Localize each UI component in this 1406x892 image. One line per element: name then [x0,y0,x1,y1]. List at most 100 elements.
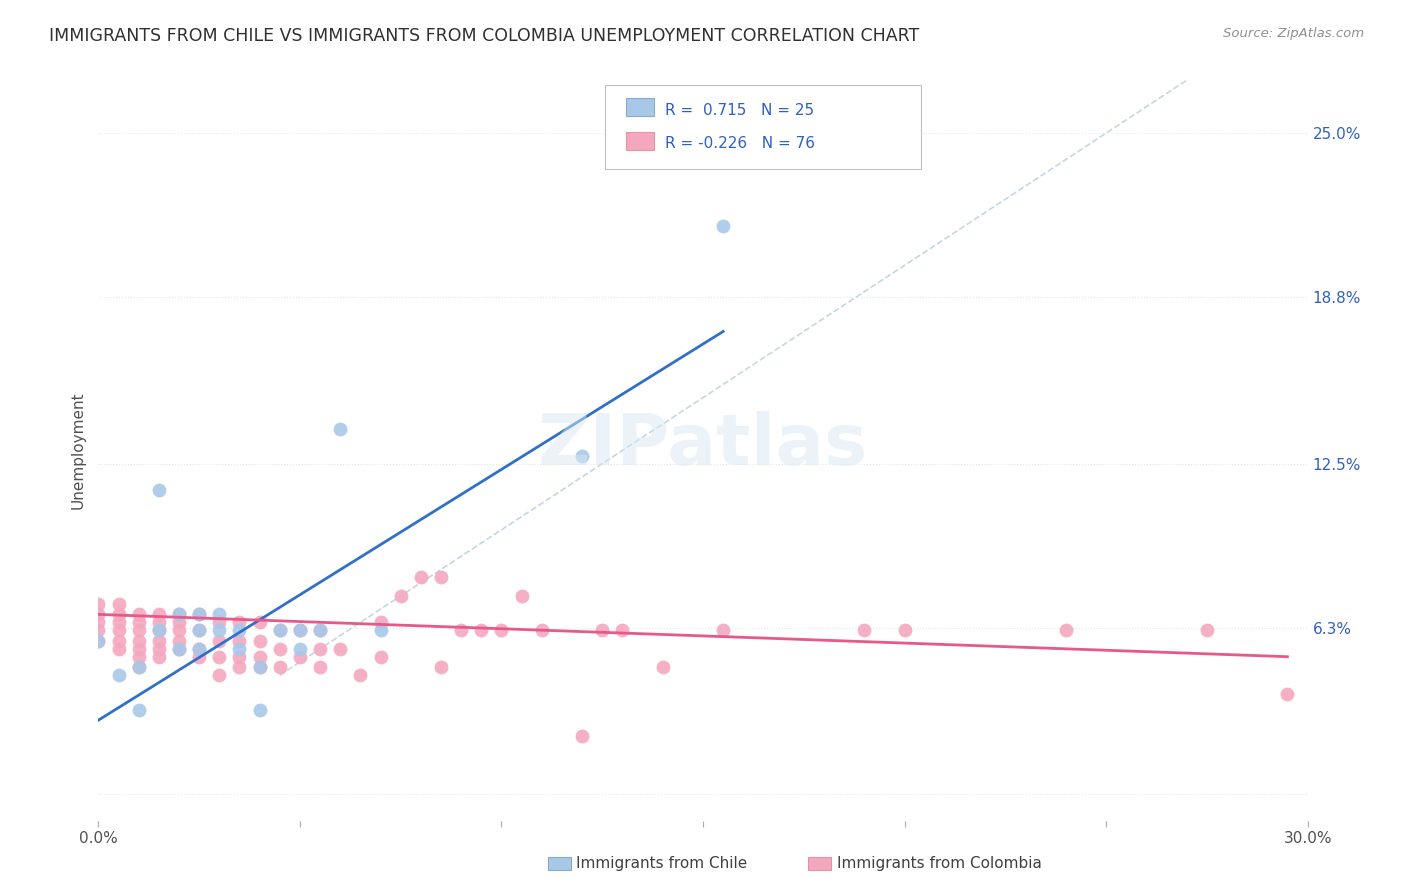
Point [571,729,593,743]
Point [530,624,553,638]
Point [87,633,110,648]
Point [148,649,170,664]
Point [167,607,190,622]
Point [228,649,250,664]
Point [309,624,332,638]
Point [269,624,291,638]
Point [167,641,190,656]
Point [249,633,271,648]
Point [208,649,231,664]
Point [128,624,150,638]
Point [148,624,170,638]
Point [148,483,170,497]
Point [1195,624,1218,638]
Point [249,660,271,674]
Point [228,641,250,656]
Point [188,624,211,638]
Point [128,633,150,648]
Point [309,641,332,656]
Point [269,624,291,638]
Point [87,624,110,638]
Point [711,624,734,638]
Point [1277,687,1299,701]
Point [107,607,129,622]
Point [430,570,453,584]
Point [148,624,170,638]
Point [491,624,513,638]
Point [87,615,110,630]
Point [249,615,271,630]
Point [107,615,129,630]
Point [510,589,533,603]
Point [612,624,634,638]
Point [188,624,211,638]
Point [208,633,231,648]
Point [188,607,211,622]
Point [128,660,150,674]
Point [208,668,231,682]
Point [288,624,311,638]
Point [249,649,271,664]
Point [349,668,371,682]
Point [1054,624,1077,638]
Point [128,615,150,630]
Point [87,607,110,622]
Point [208,615,231,630]
Point [167,607,190,622]
Point [288,624,311,638]
Point [107,641,129,656]
Point [148,633,170,648]
Text: IMMIGRANTS FROM CHILE VS IMMIGRANTS FROM COLOMBIA UNEMPLOYMENT CORRELATION CHART: IMMIGRANTS FROM CHILE VS IMMIGRANTS FROM… [49,27,920,45]
Point [188,641,211,656]
Text: R = -0.226   N = 76: R = -0.226 N = 76 [665,136,815,152]
Point [128,607,150,622]
Point [309,624,332,638]
Point [167,624,190,638]
Point [309,660,332,674]
Point [269,641,291,656]
Point [228,624,250,638]
Point [128,641,150,656]
Point [107,633,129,648]
Point [87,633,110,648]
Point [651,660,673,674]
Point [148,641,170,656]
Point [370,615,392,630]
Point [167,633,190,648]
Point [128,660,150,674]
Text: R =  0.715   N = 25: R = 0.715 N = 25 [665,103,814,118]
Point [409,570,432,584]
Text: Immigrants from Chile: Immigrants from Chile [576,856,748,871]
Point [571,449,593,463]
Point [148,607,170,622]
Point [167,641,190,656]
Point [329,422,352,436]
Text: ZIPatlas: ZIPatlas [538,411,868,481]
Point [148,615,170,630]
Point [269,660,291,674]
Text: Immigrants from Colombia: Immigrants from Colombia [837,856,1042,871]
Point [208,624,231,638]
Point [107,668,129,682]
Point [370,649,392,664]
Point [389,589,412,603]
Text: Source: ZipAtlas.com: Source: ZipAtlas.com [1223,27,1364,40]
Point [188,641,211,656]
Point [228,615,250,630]
Point [288,641,311,656]
Point [893,624,915,638]
Point [128,703,150,717]
Y-axis label: Unemployment: Unemployment [70,392,86,509]
Point [249,703,271,717]
Point [711,219,734,233]
Point [87,597,110,611]
Point [188,649,211,664]
Point [228,660,250,674]
Point [430,660,453,674]
Point [853,624,876,638]
Point [288,649,311,664]
Point [107,597,129,611]
Point [208,607,231,622]
Point [128,649,150,664]
Point [591,624,613,638]
